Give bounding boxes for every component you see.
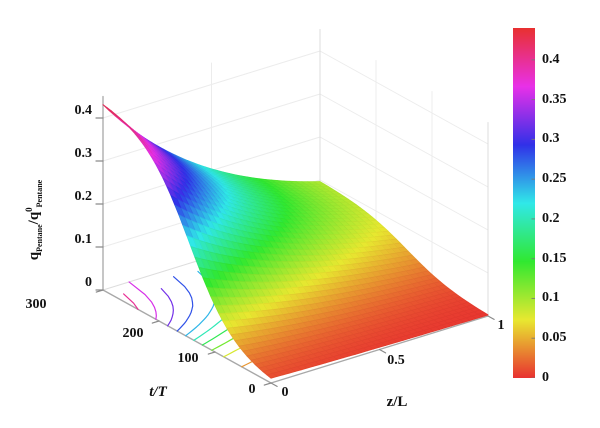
- z-axis-tick-label: 0.4: [74, 103, 93, 118]
- t-axis-title: t/T: [149, 384, 167, 400]
- t-axis-tick-label: 200: [122, 326, 144, 341]
- colorbar-tick-label: 0.05: [542, 330, 567, 346]
- z-axis-title-slash: /: [26, 220, 42, 225]
- x-axis-tick-label: 0: [281, 385, 289, 400]
- t-axis-tick-label: 300: [25, 297, 47, 312]
- z-axis-title: qPentane/q0Pentane: [24, 140, 44, 300]
- z-axis-tick-label: 0: [85, 275, 92, 290]
- colorbar-tick-label: 0.15: [542, 250, 567, 266]
- colorbar-tick-label: 0.35: [542, 91, 567, 107]
- colorbar-tick-label: 0.1: [542, 290, 560, 306]
- x-axis-tick-label: 1: [497, 318, 505, 333]
- z-axis-title-sub2: Pentane: [35, 179, 44, 208]
- x-axis-title: z/L: [386, 394, 408, 410]
- z-axis-title-q2: q: [26, 211, 42, 221]
- x-axis-tick-label: 0.5: [387, 353, 405, 368]
- colorbar-gradient: [513, 28, 535, 378]
- z-axis-title-q1: q: [26, 251, 42, 261]
- z-axis-tick-label: 0.3: [74, 146, 93, 161]
- t-axis-tick-label: 100: [177, 351, 199, 366]
- colorbar-tick-label: 0.3: [542, 131, 560, 147]
- colorbar-tick-label: 0.2: [542, 210, 560, 226]
- z-axis-tick-label: 0.1: [74, 232, 93, 247]
- colorbar-tick-label: 0: [542, 370, 549, 385]
- t-axis-tick-label: 0: [248, 382, 256, 397]
- colorbar-tick-label: 0.25: [542, 171, 567, 187]
- z-axis-title-sub1: Pentane: [35, 224, 44, 252]
- colorbar-tick-label: 0.4: [542, 51, 560, 67]
- z-axis-title-sup2: 0: [24, 207, 34, 212]
- z-axis-tick-label: 0.2: [74, 189, 93, 204]
